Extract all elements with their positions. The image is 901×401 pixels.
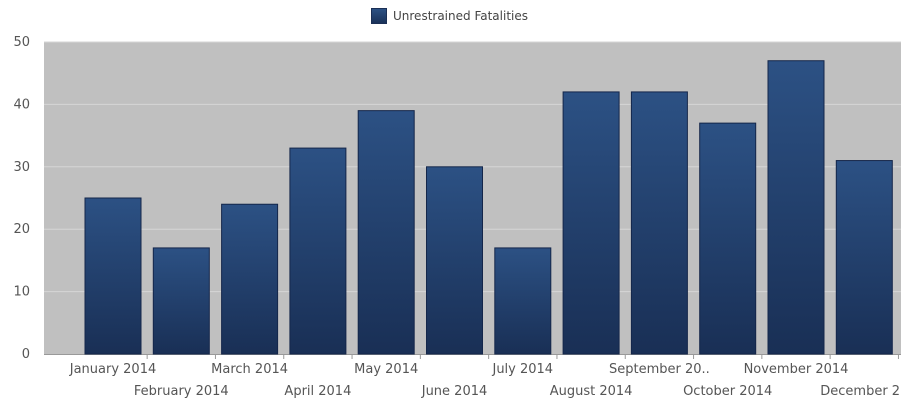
x-tick-label: August 2014 [550, 384, 633, 399]
bar [562, 91, 620, 355]
legend-swatch [371, 8, 387, 24]
legend: Unrestrained Fatalities [371, 6, 528, 26]
x-tick-label: April 2014 [284, 384, 351, 399]
legend-label: Unrestrained Fatalities [393, 9, 528, 23]
x-tick-label: June 2014 [421, 384, 488, 399]
bar [835, 160, 893, 355]
x-tick-label: February 2014 [134, 384, 229, 399]
bar [426, 166, 483, 355]
bars [84, 60, 893, 355]
y-tick-label: 0 [22, 347, 30, 362]
x-tick-label: December 20 [820, 384, 901, 399]
y-tick-label: 30 [13, 160, 30, 175]
x-tick-label: July 2014 [491, 362, 553, 377]
x-tick-label: October 2014 [683, 384, 772, 399]
y-tick-label: 50 [13, 35, 30, 50]
bar [84, 197, 142, 355]
x-tick-label: January 2014 [69, 362, 157, 377]
y-tick-label: 40 [13, 97, 30, 112]
x-tick-label: March 2014 [211, 362, 288, 377]
y-tick-label: 20 [13, 222, 30, 237]
x-tick-label: September 20.. [609, 362, 710, 377]
axes [44, 354, 901, 359]
bar [221, 203, 279, 355]
y-tick-label: 10 [13, 285, 30, 300]
bar [152, 247, 210, 355]
bar [494, 247, 552, 355]
bar [699, 122, 757, 355]
bar [289, 147, 347, 355]
x-tick-label: November 2014 [744, 362, 849, 377]
bar [767, 60, 825, 355]
bar [630, 91, 688, 355]
tick-labels: 0 10 20 30 40 50 January 2014 February 2014 Marc… [13, 35, 901, 399]
x-tick-label: May 2014 [354, 362, 418, 377]
bar [357, 110, 415, 355]
